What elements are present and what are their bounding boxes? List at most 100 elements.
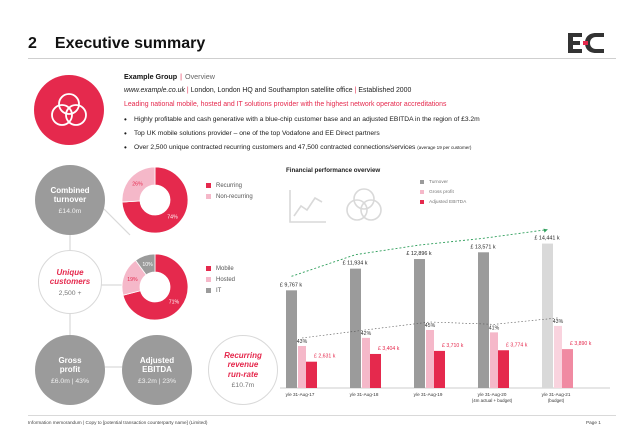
financial-chart-title: Financial performance overview <box>286 167 381 174</box>
segment-split-slice-label: 71% <box>169 300 180 306</box>
x-tick-note: (budget) <box>548 398 565 403</box>
bar-adjusted-ebitda <box>434 350 445 388</box>
company-website: www.example.co.uk <box>124 87 185 94</box>
ebitda-title-2: EBITDA <box>142 365 172 374</box>
turnover-title-1: Combined <box>50 185 90 195</box>
section-title: Executive summary <box>54 35 206 52</box>
company-info-line: www.example.co.uk | London, London HQ and … <box>124 87 412 94</box>
gross-margin-label: 42% <box>361 331 372 337</box>
x-tick-label: y/e 31-Aug-18 <box>350 392 379 397</box>
x-tick-label: y/e 31-Aug-20 <box>478 392 507 397</box>
turnover-data-label: £ 14,441 k <box>534 236 559 242</box>
revenue-split-legend: Recurring Non-recurring <box>206 181 253 203</box>
revenue-split-hole <box>140 185 170 215</box>
gross-profit-trend-line <box>301 317 559 339</box>
company-location: London, London HQ and Southampton satell… <box>190 87 353 94</box>
turnover-data-label: £ 9,767 k <box>280 282 302 288</box>
turnover-data-label: £ 13,571 k <box>470 244 495 250</box>
highlight-item: Highly profitable and cash generative wi… <box>124 113 480 127</box>
segment-split-legend: Mobile Hosted IT <box>206 264 235 297</box>
turnover-trend-arrow <box>543 228 548 233</box>
bar-turnover <box>478 252 489 388</box>
x-tick-label: y/e 31-Aug-19 <box>414 392 443 397</box>
turnover-title-2: turnover <box>53 195 87 204</box>
footer-rule <box>28 415 616 416</box>
turnover-data-label: £ 11,934 k <box>343 261 368 267</box>
revenue-split-donut: 74% 26% <box>121 166 189 234</box>
turnover-trend-line <box>291 229 548 277</box>
revenue-split-slice <box>121 166 156 203</box>
gross-value: £6.0m | 43% <box>50 377 90 385</box>
customers-kpi: Unique customers 2,500 + <box>38 250 102 314</box>
company-tagline: Leading national mobile, hosted and IT s… <box>124 101 447 108</box>
customers-title-1: Unique <box>56 267 84 277</box>
bar-adjusted-ebitda <box>306 361 317 388</box>
legend-item-ebitda: Adjusted EBITDA <box>420 198 466 208</box>
company-heading: Example Group | Overview <box>124 72 215 81</box>
company-established: Established 2000 <box>358 87 412 94</box>
company-section: Overview <box>185 72 215 81</box>
gross-margin-label: 45% <box>425 323 436 329</box>
ebitda-data-label: £ 3,710 k <box>442 343 464 349</box>
header-rule <box>28 58 616 59</box>
section-number: 2 <box>28 35 37 52</box>
ebitda-value: £3.2m | 23% <box>137 377 177 385</box>
segment-split-slice <box>122 253 189 321</box>
recurring-kpi: Recurring revenue run-rate £10.7m <box>208 335 278 405</box>
highlight-text: Over 2,500 unique contracted recurring c… <box>134 144 416 151</box>
financial-bar-chart: £ 9,767 k 43% £ 2,631 k y/e 31-Aug-17 £ 11,9… <box>280 228 610 403</box>
turnover-kpi: Combined turnover £14.0m <box>35 165 105 235</box>
legend-item-it: IT <box>206 286 235 297</box>
turnover-value: £14.0m <box>58 207 82 215</box>
recurring-title-1: Recurring <box>224 350 262 360</box>
bar-adjusted-ebitda <box>370 353 381 388</box>
bar-gross-profit <box>490 332 498 388</box>
recurring-title-2: revenue <box>227 360 259 370</box>
turnover-data-label: £ 12,896 k <box>406 251 431 257</box>
company-name: Example Group <box>124 72 178 81</box>
bar-adjusted-ebitda <box>562 349 573 388</box>
legend-item-turnover: Turnover <box>420 178 466 188</box>
highlight-item: Over 2,500 unique contracted recurring c… <box>124 141 480 155</box>
bar-turnover <box>414 259 425 388</box>
gross-margin-label: 43% <box>297 339 308 345</box>
x-tick-label: y/e 31-Aug-21 <box>542 392 571 397</box>
bar-turnover <box>542 243 553 388</box>
revenue-split-slice-label: 26% <box>132 182 143 188</box>
page-number: Page 1 <box>586 420 601 425</box>
legend-item-recurring: Recurring <box>206 181 253 192</box>
customers-title-2: customers <box>49 277 91 286</box>
bar-turnover <box>350 268 361 388</box>
x-tick-label: y/e 31-Aug-17 <box>286 392 315 397</box>
legend-item-gross-profit: Gross profit <box>420 188 466 198</box>
bar-gross-profit <box>426 329 434 388</box>
financial-chart-legend: Turnover Gross profit Adjusted EBITDA <box>420 178 466 208</box>
bar-turnover <box>286 290 297 388</box>
highlights-list: Highly profitable and cash generative wi… <box>124 113 480 155</box>
hero-icon-container <box>34 75 104 145</box>
segment-split-hole <box>140 272 170 302</box>
ebitda-data-label: £ 3,890 k <box>570 341 592 347</box>
overlapping-circles-icon <box>51 93 87 126</box>
ebitda-data-label: £ 3,404 k <box>378 346 400 352</box>
line-chart-icon <box>289 190 326 223</box>
legend-item-hosted: Hosted <box>206 275 235 286</box>
ebitda-data-label: £ 3,774 k <box>506 342 528 348</box>
customers-value: 2,500 + <box>58 289 82 297</box>
page-title: 2 Executive summary <box>28 35 205 53</box>
revenue-split-slice-label: 74% <box>167 214 178 220</box>
ebitda-data-label: £ 2,631 k <box>314 354 336 360</box>
gross-margin-label: 43% <box>553 319 564 325</box>
revenue-split-slice <box>121 166 189 234</box>
highlight-item: Top UK mobile solutions provider – one o… <box>124 127 480 141</box>
x-tick-note: (4m actual + budget) <box>472 398 513 403</box>
segment-split-slice-label: 19% <box>127 277 138 283</box>
highlight-note: (average 19 per customer) <box>417 145 472 150</box>
ec-logo <box>568 33 604 53</box>
ebitda-kpi: Adjusted EBITDA £3.2m | 23% <box>122 335 192 405</box>
segment-split-slice <box>135 253 156 276</box>
gross-profit-kpi: Gross profit £6.0m | 43% <box>35 335 105 405</box>
gross-title-1: Gross <box>58 355 82 365</box>
page-footer: Information memorandum | Copy to [potent… <box>28 420 208 425</box>
segment-split-slice-label: 10% <box>142 262 153 268</box>
